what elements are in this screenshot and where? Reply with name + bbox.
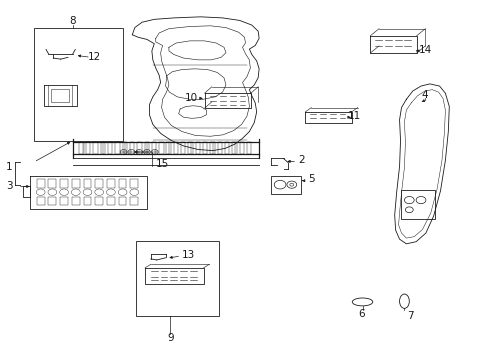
Bar [48, 179, 56, 188]
Bar [400, 190, 434, 219]
Bar [83, 179, 91, 188]
Text: 8: 8 [69, 17, 76, 27]
Bar [79, 142, 83, 154]
Bar [115, 142, 120, 154]
Bar [232, 142, 236, 154]
Bar [181, 142, 185, 154]
Bar [271, 176, 300, 194]
Bar [37, 179, 44, 188]
Bar [144, 142, 149, 154]
Bar [130, 197, 138, 205]
Text: 5: 5 [308, 174, 314, 184]
Bar [108, 142, 112, 154]
Bar [203, 142, 207, 154]
Bar [122, 142, 127, 154]
Bar [119, 179, 126, 188]
Bar [136, 241, 219, 316]
Text: 12: 12 [87, 52, 101, 62]
Text: 2: 2 [298, 155, 305, 165]
Bar [95, 179, 103, 188]
Bar [152, 142, 156, 154]
Bar [166, 142, 170, 154]
Bar [239, 142, 244, 154]
Text: 7: 7 [406, 311, 413, 320]
Bar [83, 197, 91, 205]
Bar [195, 142, 200, 154]
Bar [37, 197, 44, 205]
Text: 9: 9 [167, 333, 173, 343]
Bar [107, 179, 115, 188]
Text: 13: 13 [182, 249, 195, 260]
Bar [101, 142, 105, 154]
Bar [188, 142, 192, 154]
Bar [60, 197, 68, 205]
Text: 1: 1 [6, 162, 13, 172]
Bar [246, 142, 251, 154]
Text: 15: 15 [156, 159, 169, 169]
Bar [210, 142, 214, 154]
Bar [224, 142, 229, 154]
Bar [95, 197, 103, 205]
Bar [217, 142, 222, 154]
Bar [159, 142, 163, 154]
Bar [60, 179, 68, 188]
Bar [51, 89, 69, 102]
Bar [86, 142, 90, 154]
Text: 4: 4 [421, 90, 427, 100]
Bar [93, 142, 98, 154]
Bar [34, 28, 122, 140]
Text: 14: 14 [418, 45, 431, 55]
Bar [48, 197, 56, 205]
Bar [137, 142, 142, 154]
Bar [119, 197, 126, 205]
Text: 10: 10 [185, 93, 198, 103]
Text: 11: 11 [347, 111, 361, 121]
Text: 6: 6 [358, 310, 364, 319]
Bar [130, 179, 138, 188]
Bar [173, 142, 178, 154]
Bar [130, 142, 134, 154]
Bar [72, 179, 80, 188]
Bar [72, 197, 80, 205]
Text: 3: 3 [6, 181, 13, 192]
Bar [107, 197, 115, 205]
